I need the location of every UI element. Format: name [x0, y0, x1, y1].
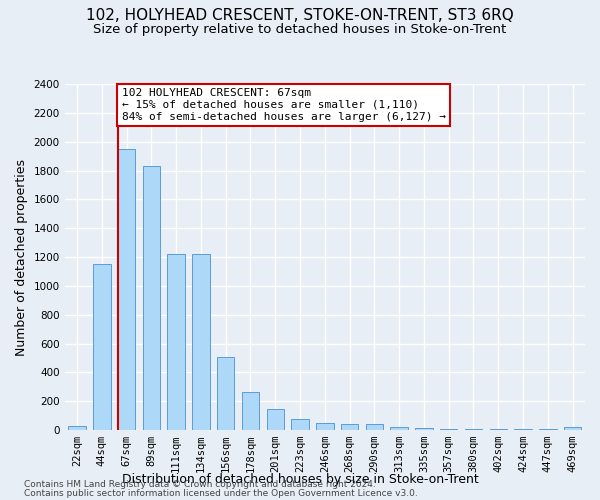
Bar — [167, 254, 185, 430]
Bar — [415, 428, 433, 430]
Bar — [341, 424, 358, 430]
Text: Contains HM Land Registry data © Crown copyright and database right 2024.: Contains HM Land Registry data © Crown c… — [24, 480, 376, 489]
Bar — [266, 408, 284, 430]
Bar — [93, 264, 110, 430]
Bar — [366, 424, 383, 430]
Text: 102 HOLYHEAD CRESCENT: 67sqm
← 15% of detached houses are smaller (1,110)
84% of: 102 HOLYHEAD CRESCENT: 67sqm ← 15% of de… — [122, 88, 446, 122]
Text: Size of property relative to detached houses in Stoke-on-Trent: Size of property relative to detached ho… — [94, 22, 506, 36]
Bar — [292, 418, 309, 430]
Bar — [440, 428, 457, 430]
Text: 102, HOLYHEAD CRESCENT, STOKE-ON-TRENT, ST3 6RQ: 102, HOLYHEAD CRESCENT, STOKE-ON-TRENT, … — [86, 8, 514, 22]
Bar — [118, 149, 135, 430]
Bar — [68, 426, 86, 430]
Y-axis label: Number of detached properties: Number of detached properties — [15, 158, 28, 356]
Bar — [391, 428, 408, 430]
Bar — [192, 254, 209, 430]
Text: Contains public sector information licensed under the Open Government Licence v3: Contains public sector information licen… — [24, 490, 418, 498]
Bar — [143, 166, 160, 430]
Text: Distribution of detached houses by size in Stoke-on-Trent: Distribution of detached houses by size … — [122, 472, 478, 486]
Bar — [217, 356, 235, 430]
Bar — [564, 428, 581, 430]
Bar — [316, 423, 334, 430]
Bar — [242, 392, 259, 430]
